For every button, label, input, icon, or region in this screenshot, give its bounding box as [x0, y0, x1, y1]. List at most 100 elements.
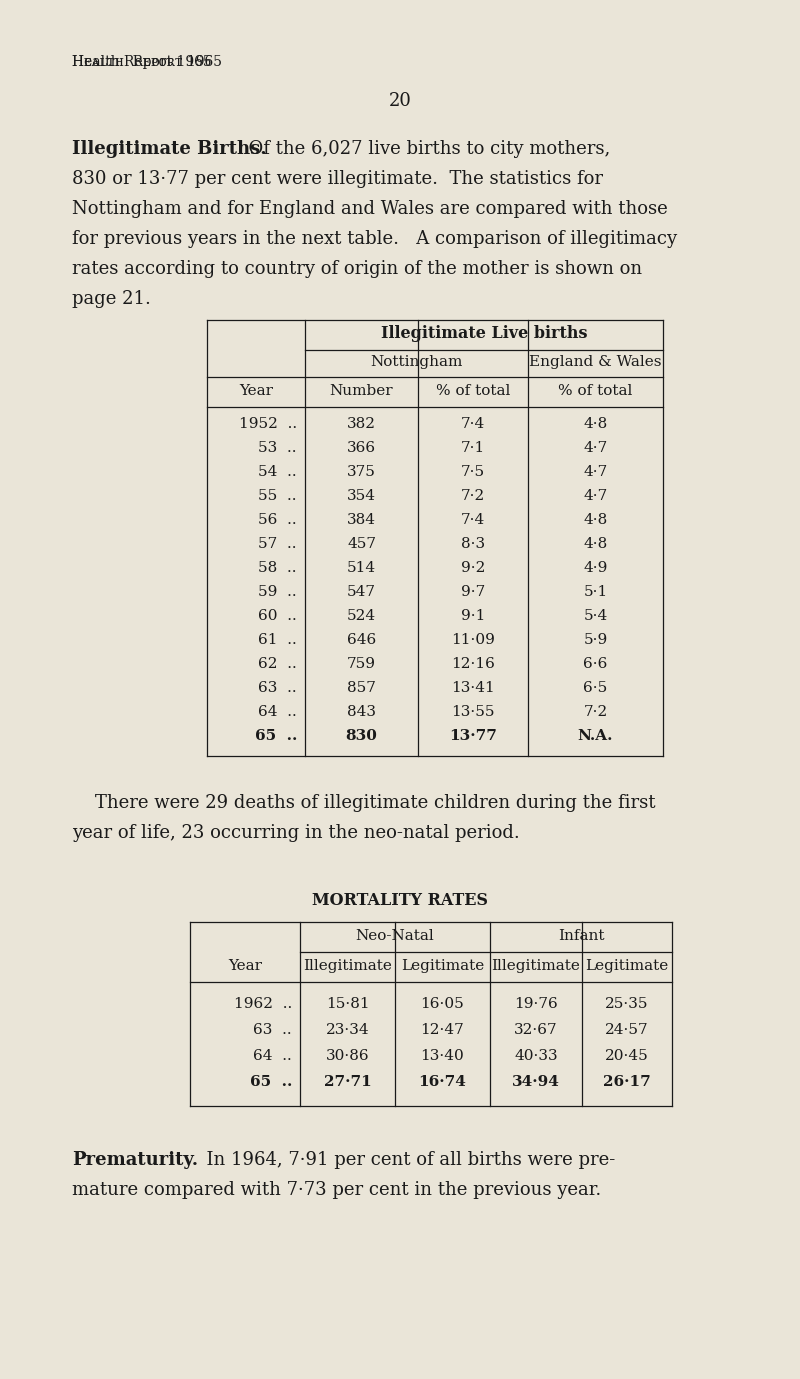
Text: 16·74: 16·74 [418, 1076, 466, 1089]
Text: 55  ..: 55 .. [258, 490, 297, 503]
Text: 12·16: 12·16 [451, 656, 495, 672]
Text: 24·57: 24·57 [605, 1023, 649, 1037]
Text: Legitimate: Legitimate [401, 958, 484, 974]
Text: 32·67: 32·67 [514, 1023, 558, 1037]
Text: 58  ..: 58 .. [258, 561, 297, 575]
Text: 15·81: 15·81 [326, 997, 370, 1011]
Text: 26·17: 26·17 [603, 1076, 651, 1089]
Text: Illegitimate Births.: Illegitimate Births. [72, 141, 266, 159]
Text: % of total: % of total [436, 383, 510, 399]
Text: 53  ..: 53 .. [258, 441, 297, 455]
Text: Year: Year [239, 383, 273, 399]
Text: 25·35: 25·35 [606, 997, 649, 1011]
Text: Prematurity.: Prematurity. [72, 1151, 198, 1169]
Text: 5·9: 5·9 [583, 633, 608, 647]
Text: 5·4: 5·4 [583, 610, 608, 623]
Text: 7·2: 7·2 [461, 490, 485, 503]
Text: 63  ..: 63 .. [254, 1023, 292, 1037]
Text: 13·77: 13·77 [449, 729, 497, 743]
Text: Infant: Infant [558, 929, 604, 943]
Text: 457: 457 [347, 536, 376, 552]
Text: Illegitimate: Illegitimate [303, 958, 392, 974]
Text: % of total: % of total [558, 383, 633, 399]
Text: Neo-Natal: Neo-Natal [356, 929, 434, 943]
Text: 9·1: 9·1 [461, 610, 485, 623]
Text: 19·76: 19·76 [514, 997, 558, 1011]
Text: 62  ..: 62 .. [258, 656, 297, 672]
Text: 54  ..: 54 .. [258, 465, 297, 479]
Text: 8·3: 8·3 [461, 536, 485, 552]
Text: Illegitimate Live births: Illegitimate Live births [381, 325, 587, 342]
Text: 9·7: 9·7 [461, 585, 485, 598]
Text: 65  ..: 65 .. [254, 729, 297, 743]
Text: Year: Year [228, 958, 262, 974]
Text: 6·5: 6·5 [583, 681, 608, 695]
Text: year of life, 23 occurring in the neo-natal period.: year of life, 23 occurring in the neo-na… [72, 825, 520, 843]
Text: 20: 20 [389, 92, 411, 110]
Text: 366: 366 [347, 441, 376, 455]
Text: 61  ..: 61 .. [258, 633, 297, 647]
Text: 64  ..: 64 .. [254, 1049, 292, 1063]
Text: 16·05: 16·05 [421, 997, 464, 1011]
Text: 9·2: 9·2 [461, 561, 485, 575]
Text: 384: 384 [347, 513, 376, 527]
Text: 354: 354 [347, 490, 376, 503]
Text: 63  ..: 63 .. [258, 681, 297, 695]
Text: Health Report 1965: Health Report 1965 [72, 55, 212, 69]
Text: MORTALITY RATES: MORTALITY RATES [312, 892, 488, 909]
Text: In 1964, 7·91 per cent of all births were pre‐: In 1964, 7·91 per cent of all births wer… [195, 1151, 615, 1169]
Text: 830 or 13·77 per cent were illegitimate.  The statistics for: 830 or 13·77 per cent were illegitimate.… [72, 170, 603, 188]
Text: 13·55: 13·55 [451, 705, 494, 718]
Text: 56  ..: 56 .. [258, 513, 297, 527]
Text: 5·1: 5·1 [583, 585, 608, 598]
Text: page 21.: page 21. [72, 290, 151, 308]
Text: Legitimate: Legitimate [586, 958, 669, 974]
Text: 375: 375 [347, 465, 376, 479]
Text: 7·1: 7·1 [461, 441, 485, 455]
Text: 12·47: 12·47 [421, 1023, 464, 1037]
Text: 514: 514 [347, 561, 376, 575]
Text: 382: 382 [347, 416, 376, 432]
Text: Hᴇᴀʟᴛʜ  Rᴇᴘᴏʀᴛ 1965: Hᴇᴀʟᴛʜ Rᴇᴘᴏʀᴛ 1965 [72, 55, 222, 69]
Text: 4·9: 4·9 [583, 561, 608, 575]
Text: 547: 547 [347, 585, 376, 598]
Text: mature compared with 7·73 per cent in the previous year.: mature compared with 7·73 per cent in th… [72, 1180, 602, 1198]
Text: Number: Number [330, 383, 394, 399]
Text: 4·7: 4·7 [583, 490, 608, 503]
Text: Of the 6,027 live births to city mothers,: Of the 6,027 live births to city mothers… [237, 141, 610, 159]
Text: 4·8: 4·8 [583, 513, 608, 527]
Text: 759: 759 [347, 656, 376, 672]
Text: 60  ..: 60 .. [258, 610, 297, 623]
Text: 4·8: 4·8 [583, 416, 608, 432]
Text: 59  ..: 59 .. [258, 585, 297, 598]
Text: England & Wales: England & Wales [530, 354, 662, 370]
Text: 524: 524 [347, 610, 376, 623]
Text: 13·40: 13·40 [421, 1049, 464, 1063]
Text: 11·09: 11·09 [451, 633, 495, 647]
Text: Nottingham: Nottingham [370, 354, 462, 370]
Text: N.A.: N.A. [578, 729, 614, 743]
Text: 1962  ..: 1962 .. [234, 997, 292, 1011]
Text: 857: 857 [347, 681, 376, 695]
Text: 4·8: 4·8 [583, 536, 608, 552]
Text: Illegitimate: Illegitimate [491, 958, 581, 974]
Text: There were 29 deaths of illegitimate children during the first: There were 29 deaths of illegitimate chi… [72, 794, 655, 812]
Text: 40·33: 40·33 [514, 1049, 558, 1063]
Text: rates according to country of origin of the mother is shown on: rates according to country of origin of … [72, 261, 642, 279]
Text: 7·2: 7·2 [583, 705, 608, 718]
Text: 4·7: 4·7 [583, 441, 608, 455]
Text: 57  ..: 57 .. [258, 536, 297, 552]
Text: 4·7: 4·7 [583, 465, 608, 479]
Text: 13·41: 13·41 [451, 681, 495, 695]
Text: 6·6: 6·6 [583, 656, 608, 672]
Text: 27·71: 27·71 [324, 1076, 371, 1089]
Text: 65  ..: 65 .. [250, 1076, 292, 1089]
Text: for previous years in the next table.   A comparison of illegitimacy: for previous years in the next table. A … [72, 230, 677, 248]
Text: 23·34: 23·34 [326, 1023, 370, 1037]
Text: Nottingham and for England and Wales are compared with those: Nottingham and for England and Wales are… [72, 200, 668, 218]
Text: 830: 830 [346, 729, 378, 743]
Text: 843: 843 [347, 705, 376, 718]
Text: 7·5: 7·5 [461, 465, 485, 479]
Text: 64  ..: 64 .. [258, 705, 297, 718]
Text: 34·94: 34·94 [512, 1076, 560, 1089]
